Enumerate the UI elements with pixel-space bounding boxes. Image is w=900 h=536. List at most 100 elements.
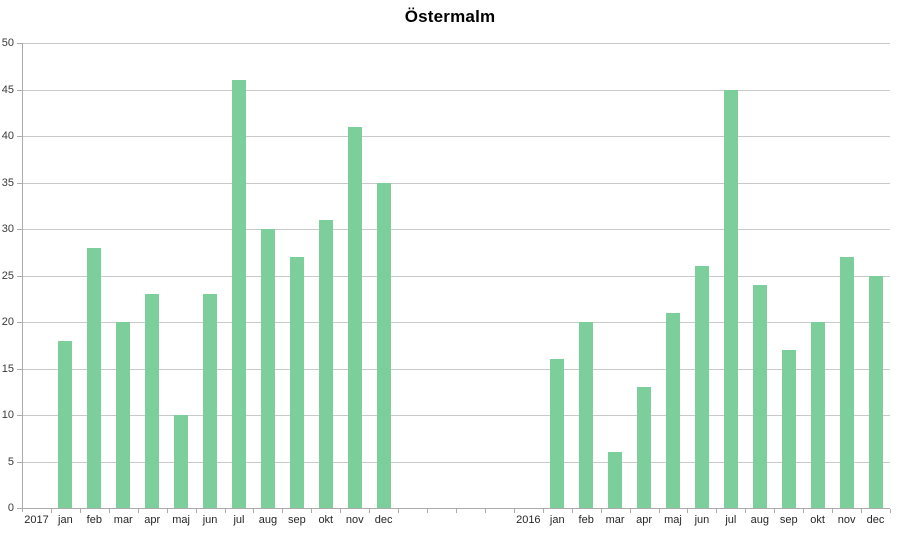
x-axis-tick (542, 509, 544, 513)
y-axis-label: 30 (1, 223, 14, 235)
x-axis-tick (600, 509, 602, 513)
x-axis-tick (50, 509, 52, 513)
gridline (22, 415, 890, 416)
x-axis-month-label: sep (779, 514, 798, 526)
y-axis-tick (17, 415, 22, 416)
x-axis-tick (166, 509, 168, 513)
x-axis-month-label: mar (113, 514, 133, 526)
x-axis-line (22, 508, 890, 509)
gridline (22, 368, 890, 370)
y-axis-label: 15 (1, 362, 14, 375)
bar-2016-apr (637, 387, 652, 508)
x-axis-tick (745, 509, 747, 513)
x-axis-month-label: okt (318, 514, 334, 526)
x-axis-month-label: nov (837, 514, 856, 526)
y-axis-label: 0 (7, 502, 14, 514)
x-axis-month-label: aug (750, 514, 769, 526)
y-axis-tick (17, 275, 22, 277)
x-axis-month-label: jul (233, 514, 245, 526)
bar-2017-jan (58, 340, 73, 508)
bar-2016-nov (839, 256, 854, 508)
x-axis-tick (427, 509, 429, 513)
x-axis-tick (687, 509, 689, 513)
y-axis-tick (17, 89, 22, 91)
bar-2016-feb (579, 322, 594, 508)
y-axis-tick (17, 229, 22, 230)
bar-2016-okt (810, 322, 825, 508)
bar-2017-dec (376, 182, 391, 508)
x-axis-tick (484, 509, 486, 513)
x-axis-tick (832, 509, 834, 513)
gridline (22, 461, 890, 463)
x-axis-month-label: maj (172, 514, 190, 526)
y-axis-label: 50 (1, 37, 14, 49)
bar-2017-apr (145, 294, 160, 508)
x-axis-tick (369, 509, 371, 513)
y-axis-tick (17, 508, 22, 509)
gridline (22, 43, 890, 44)
x-axis-tick (108, 509, 110, 513)
gridline (22, 275, 890, 277)
x-axis-tick (398, 509, 400, 513)
y-axis-tick (17, 182, 22, 184)
bar-2017-jul (232, 80, 246, 508)
x-axis-tick (803, 509, 805, 513)
x-axis-tick (340, 509, 342, 513)
x-axis-tick (629, 509, 631, 513)
bar-2017-sep (289, 256, 304, 508)
y-axis-label: 25 (1, 269, 14, 282)
y-axis-label: 20 (1, 316, 14, 328)
x-axis-year-label: 2016 (516, 514, 541, 526)
gridline (22, 89, 890, 91)
x-axis-month-label: feb (86, 514, 102, 526)
y-axis-tick (17, 322, 22, 323)
x-axis-month-label: jun (694, 514, 710, 526)
x-axis-tick (311, 509, 313, 513)
bar-2016-aug (752, 284, 767, 508)
x-axis-tick (774, 509, 776, 513)
x-axis-tick (456, 509, 457, 513)
x-axis-month-label: jan (58, 514, 73, 526)
y-axis-label: 5 (7, 455, 14, 468)
x-axis-month-label: apr (144, 514, 161, 526)
x-axis-month-label: aug (258, 514, 278, 526)
x-axis-tick (861, 509, 863, 513)
x-axis-tick (137, 509, 139, 513)
x-axis-year-label: 2017 (24, 514, 49, 526)
x-axis-tick (658, 509, 660, 513)
bar-2017-feb (87, 247, 102, 508)
y-axis-tick (17, 368, 22, 370)
y-axis-line (22, 43, 23, 512)
y-axis-label: 10 (1, 409, 14, 421)
x-axis-month-label: mar (605, 514, 625, 526)
chart-title: Östermalm (404, 7, 496, 26)
bar-2017-okt (318, 219, 333, 508)
x-axis-month-label: jun (202, 514, 218, 526)
bar-2016-sep (781, 349, 796, 508)
x-axis-month-label: jan (549, 514, 565, 526)
y-axis-tick (17, 43, 22, 44)
x-axis-tick (890, 509, 891, 513)
gridline (22, 322, 890, 323)
gridline (22, 136, 890, 137)
x-axis-month-label: jul (725, 514, 737, 526)
bar-2016-jun (694, 266, 709, 508)
bar-2017-maj (174, 415, 189, 508)
x-axis-tick (79, 509, 81, 513)
bar-2017-aug (260, 229, 275, 508)
x-axis-month-label: okt (810, 514, 825, 526)
bar-2017-mar (116, 322, 131, 508)
y-axis-tick (17, 136, 22, 137)
y-axis-tick (17, 461, 22, 463)
bar-2016-dec (868, 275, 883, 508)
bar-2016-mar (608, 452, 623, 508)
y-axis-label: 40 (1, 130, 14, 142)
x-axis-month-label: maj (664, 514, 682, 526)
bar-2016-jan (550, 359, 565, 508)
x-axis-tick (253, 509, 255, 513)
bar-2016-jul (723, 89, 738, 508)
x-axis-month-label: dec (374, 514, 393, 526)
y-axis-label: 35 (1, 176, 14, 189)
bar-2017-jun (203, 294, 218, 508)
